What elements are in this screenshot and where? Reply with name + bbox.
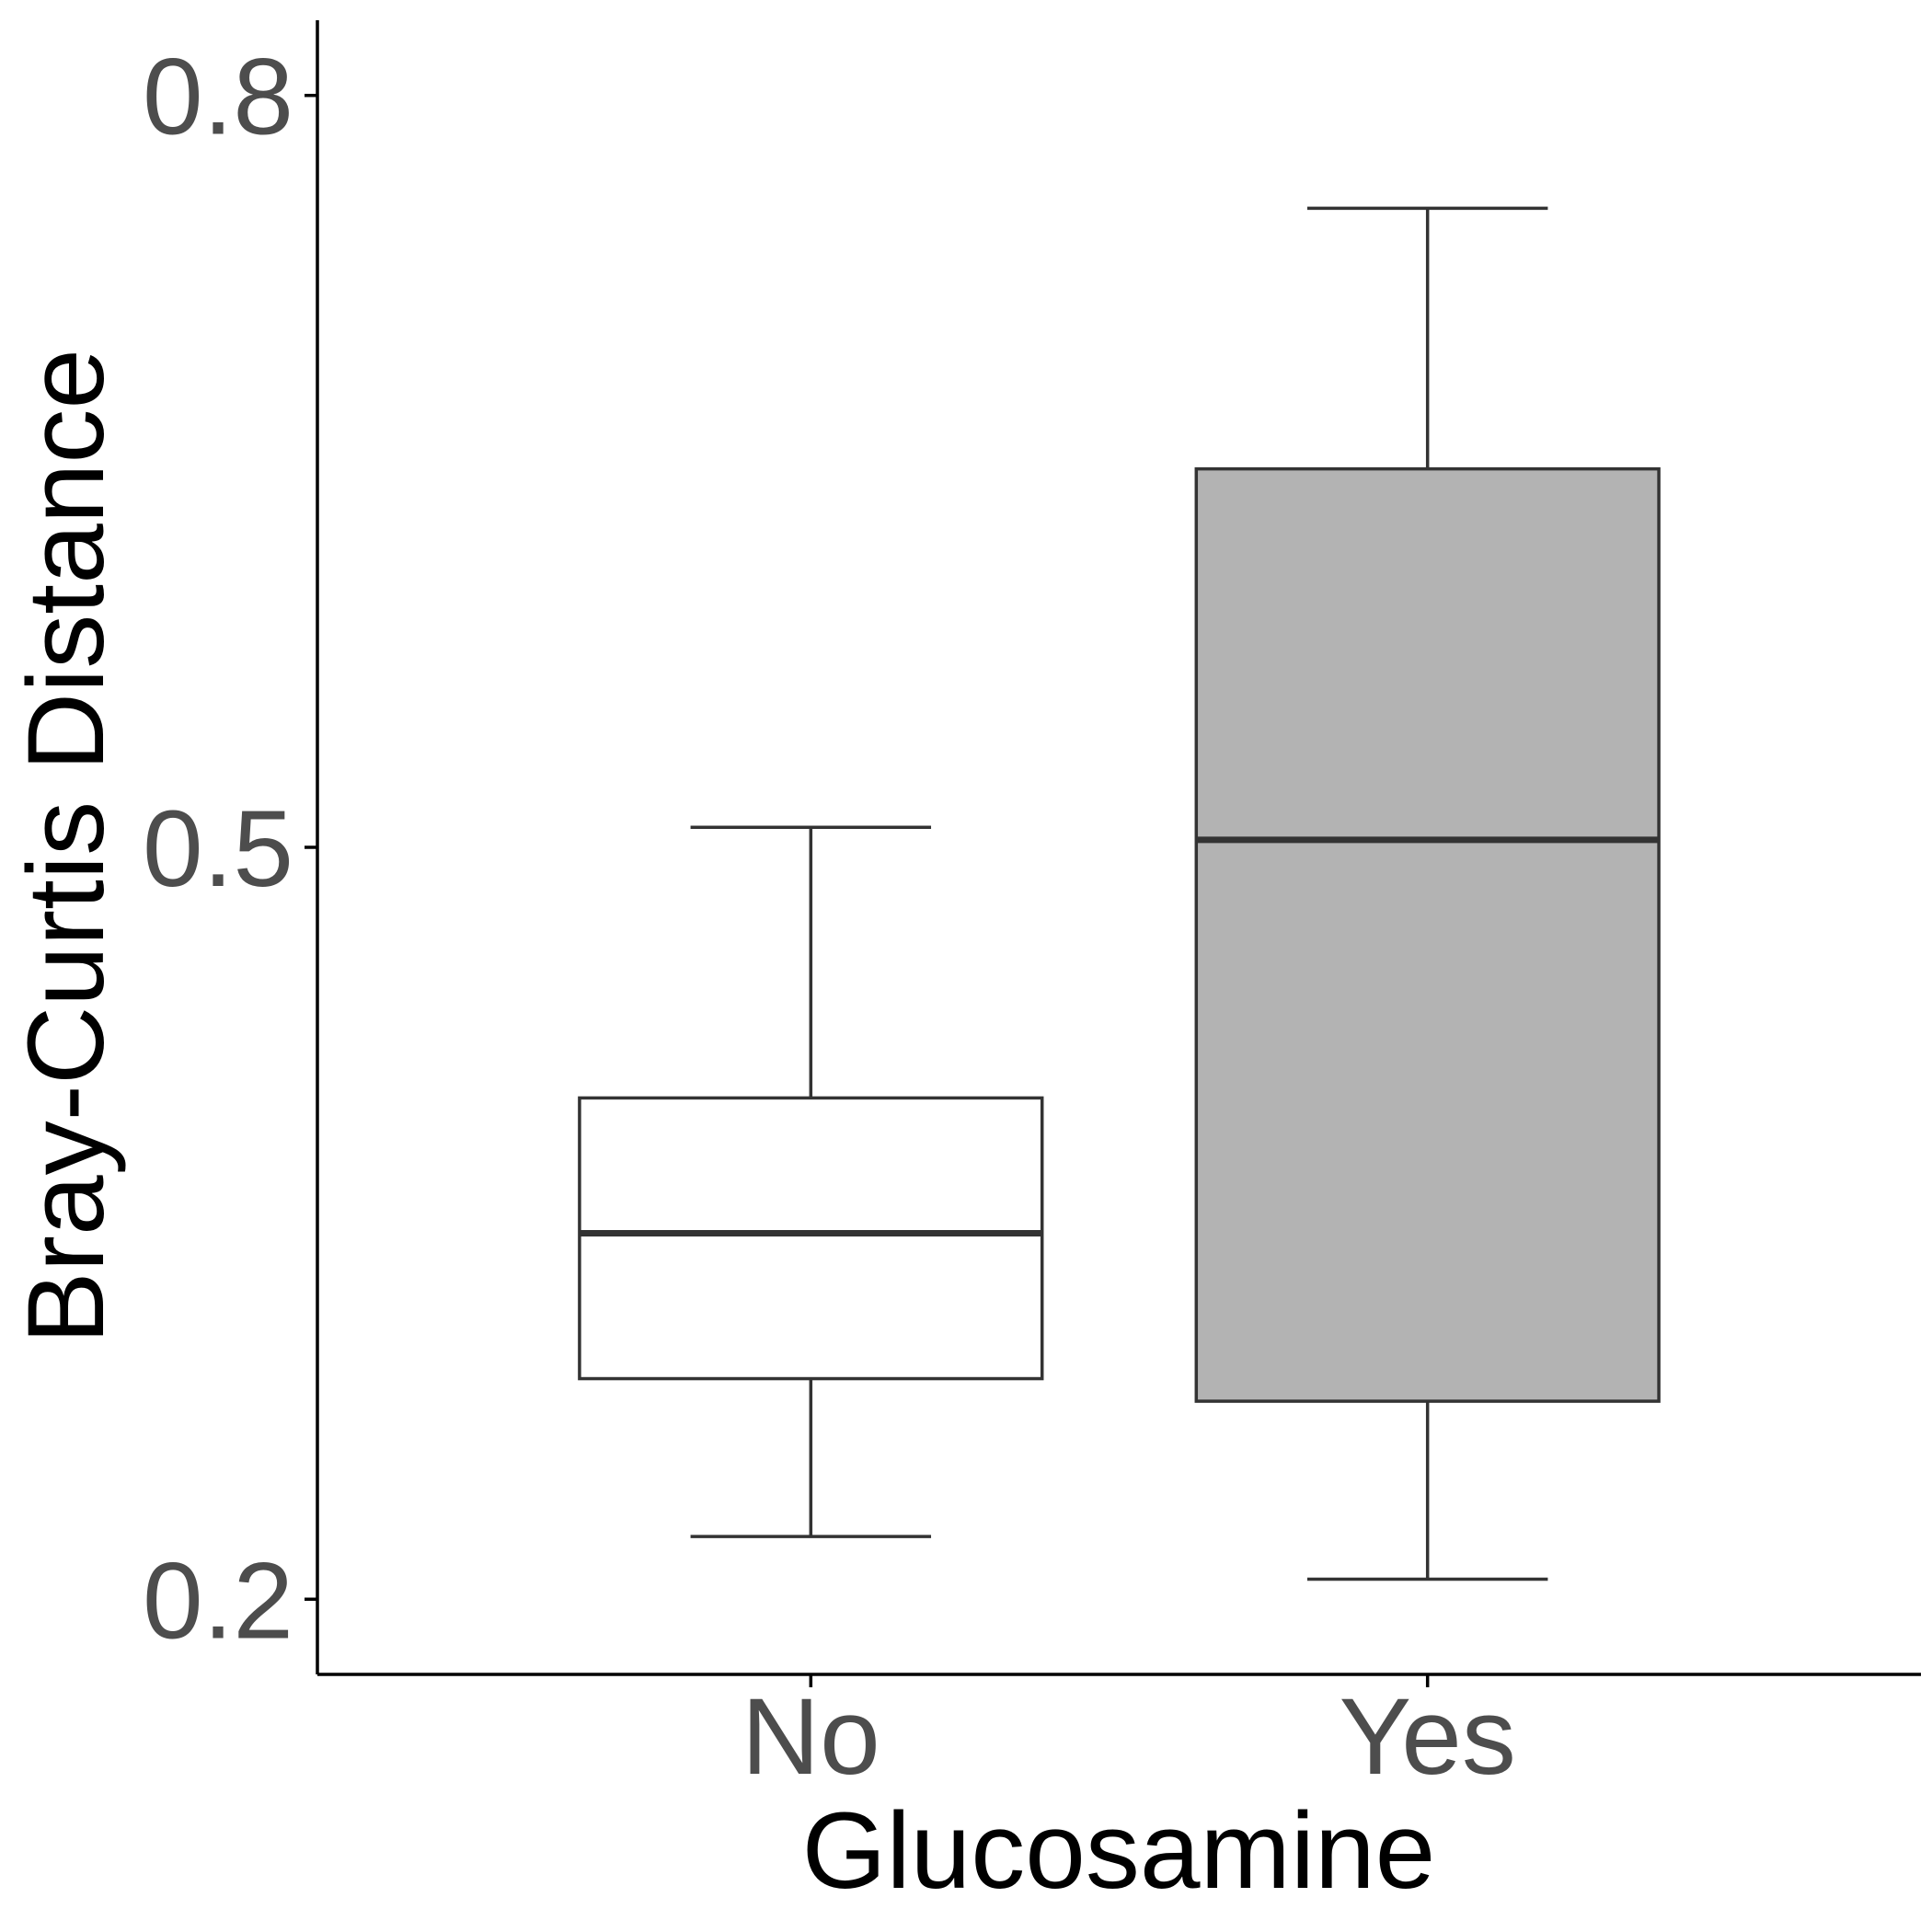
- box-no: [578, 825, 1044, 1538]
- y-tick-label: 0.8: [143, 37, 293, 158]
- box-yes: [1194, 206, 1661, 1581]
- y-axis-ticks: 0.2 0.5 0.8: [143, 37, 317, 1662]
- y-tick-label: 0.2: [143, 1540, 293, 1662]
- x-tick-label: No: [742, 1676, 880, 1798]
- x-axis-ticks: No Yes: [742, 1674, 1516, 1798]
- iqr-box: [1194, 466, 1661, 1403]
- x-tick-label: Yes: [1339, 1676, 1516, 1798]
- x-axis-title: Glucosamine: [802, 1790, 1436, 1912]
- y-tick-label: 0.5: [143, 788, 293, 910]
- iqr-box: [578, 1096, 1044, 1381]
- plot-marks: [578, 206, 1661, 1581]
- y-axis-title: Bray-Curtis Distance: [6, 349, 127, 1344]
